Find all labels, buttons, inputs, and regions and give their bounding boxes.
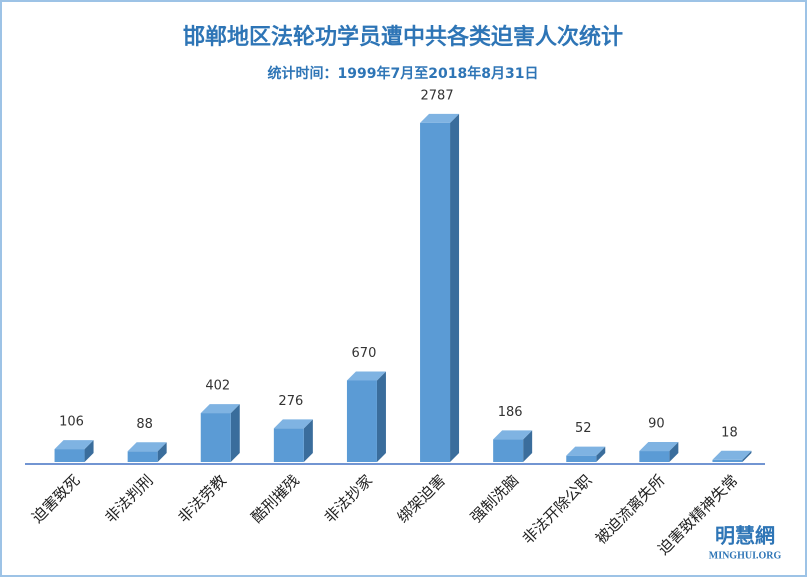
bar-top <box>493 430 533 440</box>
bar <box>346 380 377 462</box>
bar <box>639 451 670 462</box>
bar-top <box>54 440 94 450</box>
bar-side <box>303 419 313 462</box>
bar-top <box>346 371 386 381</box>
bar <box>127 451 158 462</box>
chart-title: 邯郸地区法轮功学员遭中共各类迫害人次统计 <box>183 24 623 50</box>
value-label: 88 <box>136 417 153 432</box>
source-logo: 明慧網 <box>715 524 775 548</box>
chart-subtitle: 统计时间：1999年7月至2018年8月31日 <box>268 65 539 82</box>
value-label: 106 <box>59 415 84 430</box>
value-label: 18 <box>721 425 738 440</box>
bar <box>566 455 597 462</box>
bar <box>712 459 743 462</box>
bar-top <box>712 450 752 460</box>
bar-top <box>639 442 679 452</box>
bar-side <box>376 371 386 462</box>
source-url: MINGHUI.ORG <box>709 550 782 561</box>
bar-side <box>523 430 533 462</box>
bar-top <box>566 446 606 456</box>
bar-side <box>157 442 167 462</box>
bar-side <box>84 440 94 462</box>
bar-side <box>230 404 240 462</box>
bar-top <box>273 419 313 429</box>
bar <box>200 413 231 462</box>
value-label: 186 <box>498 405 523 420</box>
bar-side <box>596 446 606 462</box>
value-label: 276 <box>278 394 303 409</box>
bar-top <box>420 113 460 123</box>
value-label: 90 <box>648 417 665 432</box>
bar-top <box>127 442 167 452</box>
bar <box>420 122 451 462</box>
value-label: 2787 <box>421 88 454 103</box>
bar <box>493 439 524 462</box>
bar <box>273 428 304 462</box>
bar <box>54 449 85 462</box>
bar-side <box>669 442 679 462</box>
value-label: 402 <box>205 379 230 394</box>
bar-top <box>200 404 240 414</box>
value-label: 52 <box>575 421 592 436</box>
value-label: 670 <box>352 346 377 361</box>
bar-side <box>450 113 460 462</box>
bar-side <box>742 450 752 462</box>
